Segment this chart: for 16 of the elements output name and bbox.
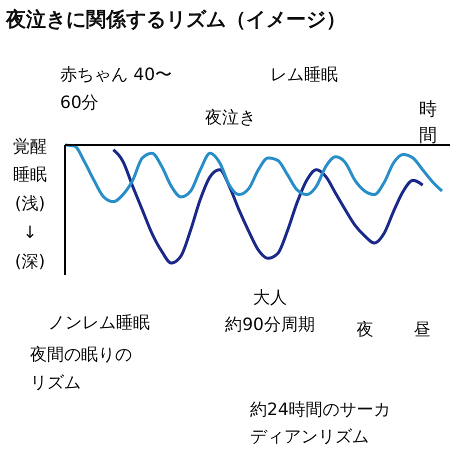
text: レム睡眠 <box>270 65 338 85</box>
text: 約24時間のサーカ <box>250 400 391 420</box>
text: 覚醒 <box>13 137 47 157</box>
text: ノンレム睡眠 <box>48 313 150 333</box>
chart-title: 夜泣きに関係するリズム（イメージ） <box>5 7 346 31</box>
text: 昼 <box>414 320 430 340</box>
text: 約90分周期 <box>225 315 315 335</box>
x-axis-title: 時間 <box>419 99 437 146</box>
y-axis-title: 睡眠(浅)↓(深) <box>13 165 47 272</box>
text: 夜 <box>356 320 374 340</box>
text: リズム <box>30 373 81 393</box>
text: 赤ちゃん 40〜 60分 <box>60 65 172 113</box>
text: 大人 <box>253 288 287 308</box>
text: 夜間の眠りの <box>30 345 132 365</box>
text: ディアンリズム <box>250 427 369 447</box>
text: 夜泣き <box>205 108 256 128</box>
